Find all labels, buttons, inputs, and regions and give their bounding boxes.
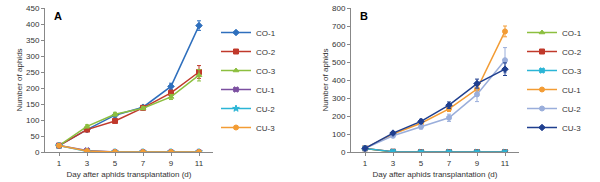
svg-text:Number of aphids: Number of aphids [15,48,24,111]
svg-text:600: 600 [332,40,346,49]
svg-text:400: 400 [332,76,346,85]
svg-text:7: 7 [141,159,146,168]
svg-text:400: 400 [26,20,40,29]
svg-text:3: 3 [85,159,90,168]
svg-text:11: 11 [195,159,204,168]
svg-text:1: 1 [363,159,368,168]
svg-text:3: 3 [391,159,396,168]
svg-text:5: 5 [113,159,118,168]
svg-text:CO-3: CO-3 [256,67,276,76]
svg-text:CO-1: CO-1 [562,29,582,38]
svg-text:700: 700 [332,22,346,31]
svg-text:CU-3: CU-3 [256,124,275,133]
svg-text:B: B [360,10,368,22]
svg-text:200: 200 [332,112,346,121]
svg-text:CU-2: CU-2 [256,105,275,114]
svg-text:9: 9 [475,159,480,168]
svg-text:1: 1 [57,159,62,168]
svg-text:11: 11 [501,159,510,168]
svg-text:9: 9 [169,159,174,168]
svg-text:5: 5 [419,159,424,168]
svg-text:300: 300 [332,94,346,103]
svg-text:Day after aphids transplantati: Day after aphids transplantation (d) [67,170,192,179]
svg-text:100: 100 [26,116,40,125]
svg-text:CO-1: CO-1 [256,29,276,38]
svg-text:150: 150 [26,100,40,109]
svg-text:0: 0 [341,148,346,157]
svg-text:CO-2: CO-2 [256,48,276,57]
svg-text:800: 800 [332,4,346,13]
svg-text:450: 450 [26,4,40,13]
svg-text:50: 50 [30,132,39,141]
svg-text:CO-2: CO-2 [562,48,582,57]
svg-text:Number of aphids: Number of aphids [321,48,330,111]
svg-text:250: 250 [26,68,40,77]
svg-text:CU-1: CU-1 [562,86,581,95]
svg-text:CO-3: CO-3 [562,67,582,76]
svg-text:CU-3: CU-3 [562,124,581,133]
svg-text:CU-1: CU-1 [256,86,275,95]
svg-text:0: 0 [35,148,40,157]
svg-text:A: A [54,10,62,22]
svg-text:100: 100 [332,130,346,139]
svg-text:300: 300 [26,52,40,61]
svg-text:500: 500 [332,58,346,67]
svg-text:7: 7 [447,159,452,168]
svg-text:CU-2: CU-2 [562,105,581,114]
svg-text:350: 350 [26,36,40,45]
svg-text:Day after aphids transplantati: Day after aphids transplantation (d) [373,170,498,179]
svg-text:200: 200 [26,84,40,93]
